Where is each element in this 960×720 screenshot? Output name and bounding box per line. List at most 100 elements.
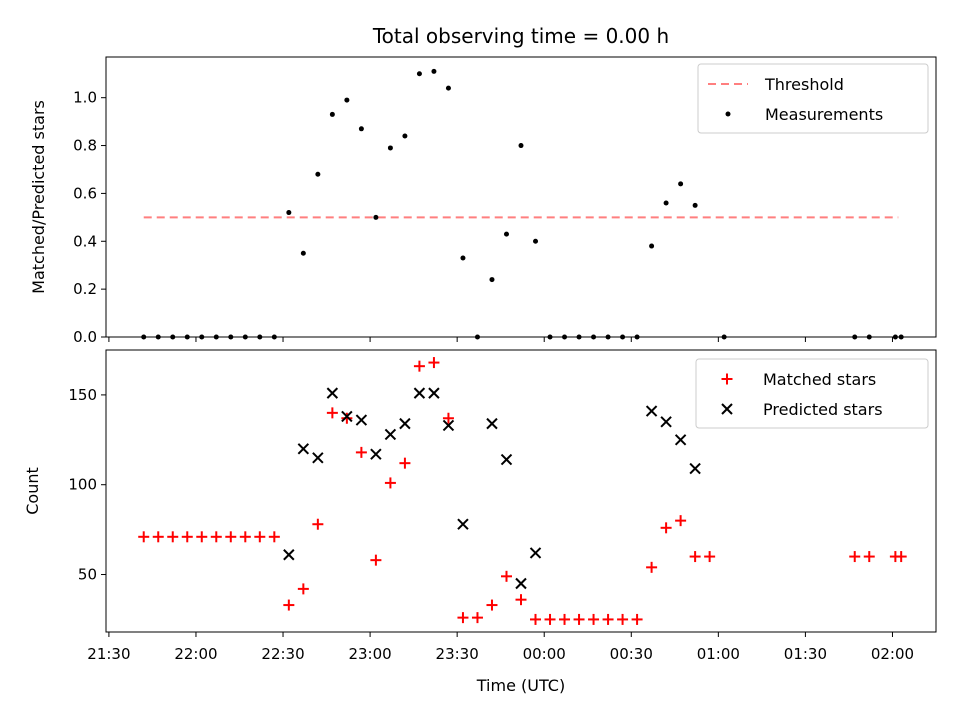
matched-point [413, 360, 425, 372]
matched-point [254, 531, 266, 543]
matched-point [384, 477, 396, 489]
measurement-point [271, 334, 277, 340]
measurement-point [329, 111, 335, 117]
matched-point [588, 613, 600, 625]
matched-point [312, 518, 324, 530]
legend-matched-label: Matched stars [763, 370, 876, 389]
predicted-point [399, 417, 411, 430]
bottom-legend-box [695, 358, 929, 429]
measurement-point [344, 97, 350, 103]
cross-b [413, 387, 426, 399]
matched-point [268, 531, 280, 543]
x-tick-label: 02:00 [871, 645, 914, 663]
cross-b [645, 405, 658, 417]
matched-point [631, 613, 643, 625]
matched-point [181, 531, 193, 543]
top-y-ticks: 0.0 0.2 0.4 0.6 0.8 1.0 [73, 89, 106, 346]
x-tick-label: 01:00 [697, 645, 740, 663]
top-axes-frame [105, 56, 937, 338]
predicted-point [500, 453, 513, 466]
predicted-point [355, 414, 368, 426]
matched-point [689, 551, 701, 563]
y-tick-label: 0.0 [73, 328, 97, 346]
measurement-point [898, 334, 904, 340]
predicted-point [515, 577, 527, 590]
matched-point [530, 613, 542, 625]
cross-b [370, 448, 382, 460]
matched-point [138, 531, 150, 543]
predicted-point [283, 549, 295, 561]
matched-point [239, 531, 251, 543]
matched-point [152, 531, 164, 543]
chart-title: Total observing time = 0.00 h [372, 24, 669, 48]
measurement-point [634, 334, 640, 340]
y-tick-label: 0.2 [73, 280, 97, 298]
measurement-point [445, 85, 451, 91]
measurement-point [489, 277, 495, 283]
predicted-point [341, 410, 353, 423]
matched-point [297, 583, 309, 595]
y-tick-label: 100 [68, 476, 97, 494]
measurement-point [518, 143, 524, 149]
y-tick-label: 50 [78, 566, 97, 584]
cross-b [721, 403, 733, 415]
measurement-point [692, 202, 698, 208]
predicted-point [428, 387, 440, 399]
legend-predicted-marker [721, 403, 733, 415]
matched-point [617, 613, 629, 625]
legend-threshold-label: Threshold [764, 75, 844, 94]
cross-b [457, 518, 469, 530]
matched-point [225, 531, 237, 543]
matched-point [646, 561, 658, 573]
legend-measurements-swatch [725, 111, 731, 117]
measurement-point [460, 255, 466, 261]
measurement-point [678, 181, 684, 187]
x-tick-label: 00:30 [610, 645, 653, 663]
measurement-point [533, 238, 539, 244]
cross-b [341, 410, 353, 423]
matched-point [283, 599, 295, 611]
cross-b [297, 443, 310, 455]
matched-point [428, 357, 440, 369]
x-tick-label: 22:00 [174, 645, 217, 663]
predicted-points [283, 387, 701, 590]
cross-b [486, 417, 498, 430]
measurement-point [503, 231, 509, 237]
measurement-points [141, 68, 904, 340]
matched-point [500, 570, 512, 582]
measurement-point [155, 334, 161, 340]
x-tick-label: 01:30 [784, 645, 827, 663]
matched-point [544, 613, 556, 625]
predicted-point [442, 419, 455, 432]
matched-point [515, 594, 527, 606]
y-tick-label: 0.8 [73, 137, 97, 155]
measurement-point [562, 334, 568, 340]
measurement-point [257, 334, 263, 340]
cross-b [689, 462, 701, 475]
cross-b [500, 453, 513, 466]
top-legend: Threshold Measurements [697, 63, 929, 134]
matched-point [355, 446, 367, 458]
y-tick-label: 0.4 [73, 232, 97, 250]
cross-b [326, 387, 339, 399]
predicted-point [689, 462, 701, 475]
matched-point [486, 599, 498, 611]
matched-point [471, 612, 483, 624]
measurement-point [184, 334, 190, 340]
matched-point [442, 412, 454, 424]
cross-b [355, 414, 368, 426]
y-tick-label: 0.6 [73, 184, 97, 202]
x-tick-label: 22:30 [261, 645, 304, 663]
legend-matched-marker [721, 373, 733, 385]
cross-b [384, 428, 397, 441]
top-panel: 0.0 0.2 0.4 0.6 0.8 1.0 Matched/Predicted sta… [29, 56, 937, 346]
predicted-point [457, 518, 469, 530]
cross-b [428, 387, 440, 399]
cross-b [674, 434, 687, 446]
matched-point [675, 515, 687, 527]
predicted-point [370, 448, 382, 460]
matched-point [457, 612, 469, 624]
legend-predicted-label: Predicted stars [763, 400, 883, 419]
legend-predicted-swatch [721, 403, 733, 415]
